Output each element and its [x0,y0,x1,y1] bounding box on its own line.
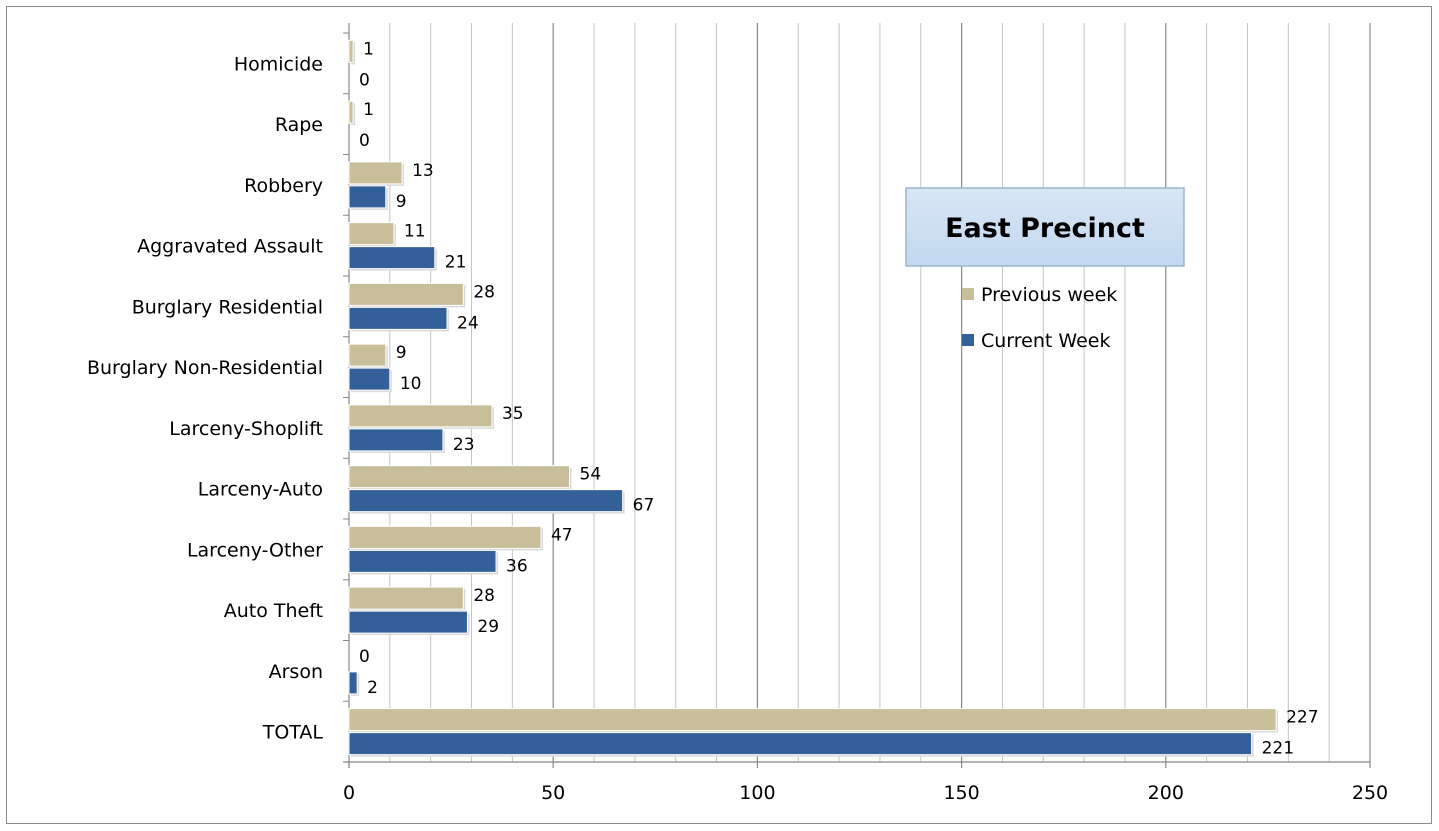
value-label-current-week-robbery: 9 [396,192,407,212]
x-tick-label: 100 [739,782,775,804]
value-label-current-week-rape: 0 [359,131,370,151]
value-label-previous-week-larceny-shoplift: 35 [502,404,524,424]
category-label-burglary-non-residential: Burglary Non-Residential [87,357,323,379]
bar-current-week-larceny-other [348,549,497,573]
category-label-larceny-shoplift: Larceny-Shoplift [169,418,323,440]
value-label-previous-week-burglary-non-residential: 9 [396,343,407,363]
bars [348,39,1279,757]
bar-previous-week-rape [348,100,354,124]
value-label-current-week-arson: 2 [367,678,378,698]
x-tick-label: 200 [1148,782,1184,804]
bar-previous-week-burglary-residential [348,282,464,306]
category-label-aggravated-assault: Aggravated Assault [137,236,323,258]
value-label-current-week-homicide: 0 [359,70,370,90]
legend-title-box [905,187,1185,267]
value-label-previous-week-aggravated-assault: 11 [404,222,426,242]
legend-label-previous-week: Previous week [981,284,1117,306]
bar-previous-week-aggravated-assault [348,222,395,246]
category-label-arson: Arson [269,661,323,683]
bar-previous-week-burglary-non-residential [348,343,387,367]
category-label-burglary-residential: Burglary Residential [132,296,323,318]
bar-current-week-larceny-auto [348,489,624,513]
value-label-current-week-auto-theft: 29 [477,617,499,637]
value-label-previous-week-arson: 0 [359,647,370,667]
value-label-previous-week-robbery: 13 [412,161,434,181]
bar-current-week-larceny-shoplift [348,428,444,452]
bar-previous-week-larceny-shoplift [348,404,493,428]
bar-current-week-aggravated-assault [348,246,436,270]
value-label-current-week-larceny-auto: 67 [633,496,655,516]
bar-current-week-burglary-non-residential [348,367,391,391]
legend-swatch-previous-week [962,288,974,300]
category-label-robbery: Robbery [244,175,323,197]
bar-previous-week-total [348,708,1277,732]
category-label-larceny-auto: Larceny-Auto [198,479,323,501]
category-label-larceny-other: Larceny-Other [187,539,323,561]
chart-frame [6,6,1432,824]
value-label-current-week-total: 221 [1262,739,1294,759]
bar-previous-week-auto-theft [348,586,464,610]
value-label-current-week-burglary-residential: 24 [457,313,479,333]
gridlines [389,23,1371,762]
value-label-current-week-larceny-other: 36 [506,556,528,576]
category-label-homicide: Homicide [234,53,323,75]
category-label-total: TOTAL [262,722,324,744]
value-label-previous-week-larceny-auto: 54 [580,465,602,485]
value-label-current-week-aggravated-assault: 21 [445,253,467,273]
value-label-previous-week-rape: 1 [363,100,374,120]
category-label-auto-theft: Auto Theft [224,600,323,622]
x-tick-label: 250 [1352,782,1388,804]
bar-previous-week-homicide [348,39,354,63]
x-tick-label: 50 [541,782,565,804]
legend-label-current-week: Current Week [981,330,1110,352]
legend-swatch-current-week [962,334,974,346]
axes: 0 50 100 150 200 250 [343,23,1388,804]
value-label-previous-week-auto-theft: 28 [473,586,495,606]
legend: East Precinct Previous week Current Week [905,187,1185,352]
bar-current-week-robbery [348,185,387,209]
bar-current-week-total [348,732,1253,756]
bar-previous-week-larceny-auto [348,465,571,489]
value-label-current-week-burglary-non-residential: 10 [400,374,422,394]
bar-current-week-auto-theft [348,610,468,634]
x-tick-label: 150 [943,782,979,804]
value-label-previous-week-larceny-other: 47 [551,525,573,545]
value-label-previous-week-total: 227 [1286,708,1318,728]
category-label-rape: Rape [275,114,323,136]
bar-current-week-burglary-residential [348,306,448,330]
value-label-current-week-larceny-shoplift: 23 [453,435,475,455]
bar-previous-week-robbery [348,161,403,185]
value-label-previous-week-burglary-residential: 28 [473,282,495,302]
x-tick-label: 0 [343,782,355,804]
bar-previous-week-larceny-other [348,525,542,549]
value-label-previous-week-homicide: 1 [363,39,374,59]
bar-current-week-arson [348,671,358,695]
chart-title: East Precinct [945,213,1145,244]
